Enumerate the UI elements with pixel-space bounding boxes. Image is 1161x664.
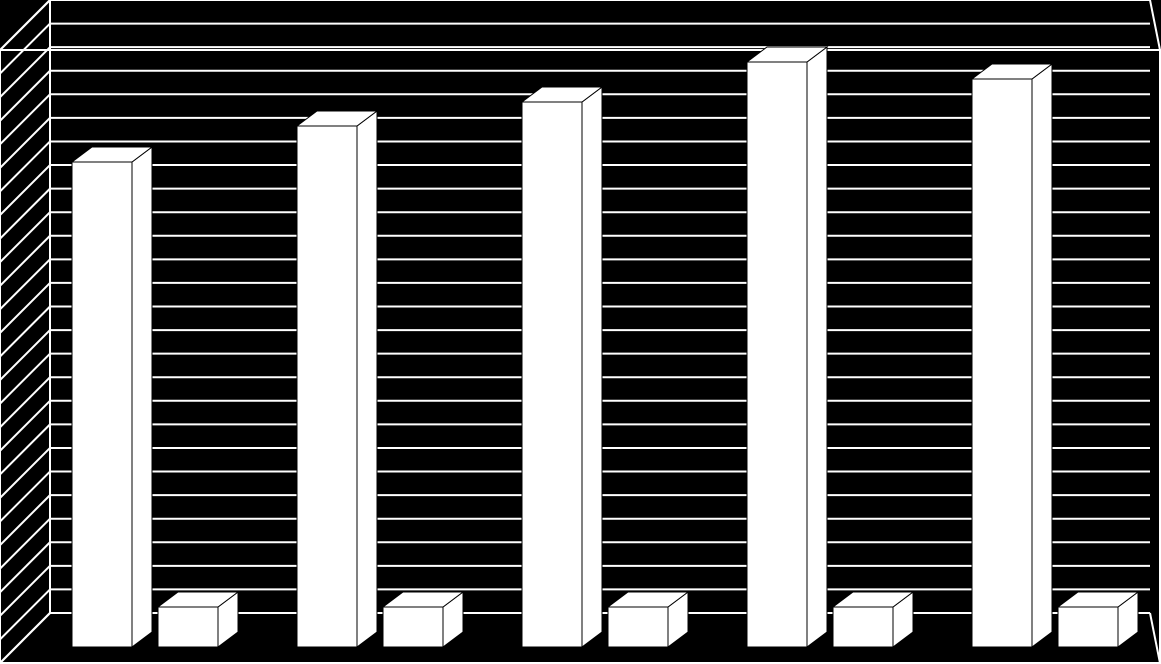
bar-chart-3d (0, 0, 1161, 664)
